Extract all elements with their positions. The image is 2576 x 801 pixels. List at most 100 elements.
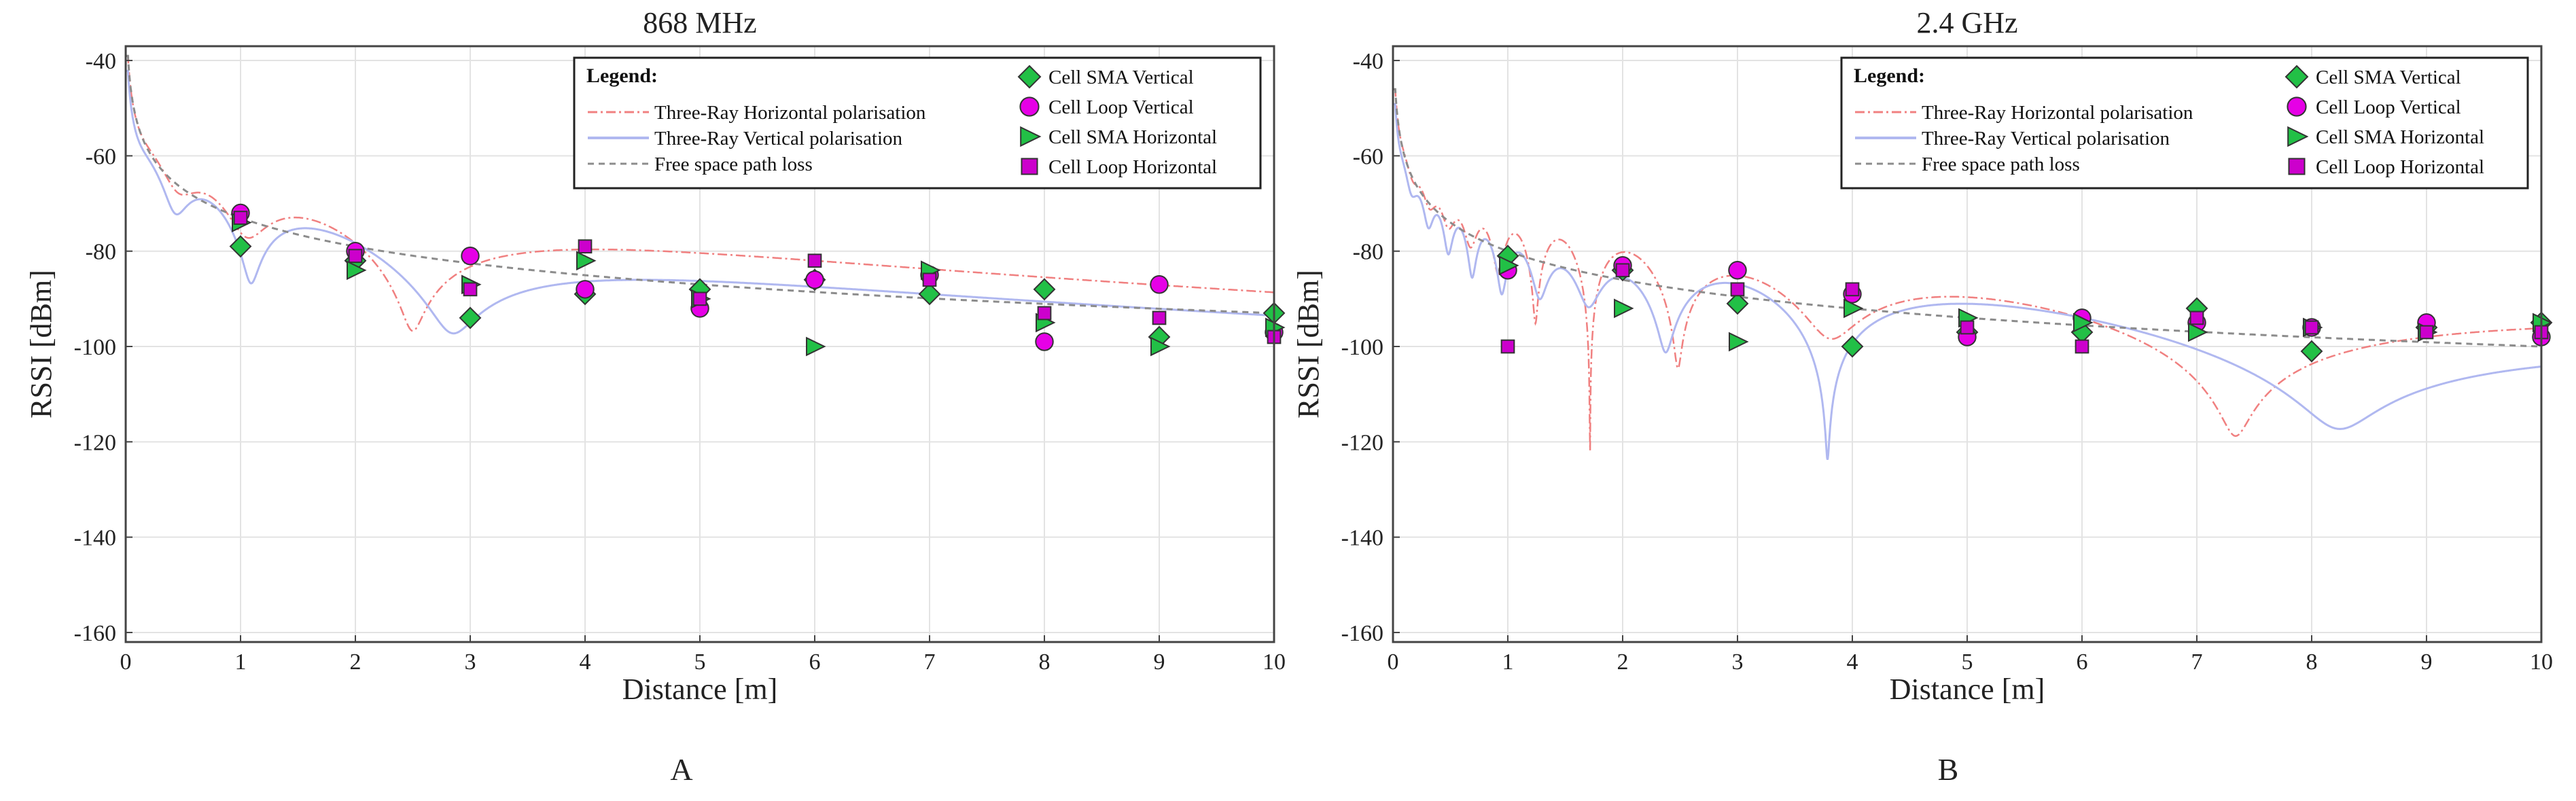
y-tick-label: -40 <box>86 49 116 74</box>
data-point <box>922 272 937 287</box>
y-tick-label: -60 <box>86 144 116 169</box>
data-point <box>2304 320 2319 335</box>
data-point <box>463 282 478 297</box>
legend-line-label: Three-Ray Horizontal polarisation <box>654 102 926 124</box>
chart-2-4ghz: 0 1 2 3 4 5 6 7 8 9 10 -40 -60 -80 -100 -120 -140 -160 2.4… <box>1292 6 2553 706</box>
chart-868mhz: 0 1 2 3 4 5 6 7 8 9 10 -40 -60 -80 -100 -120 -140 -160 868… <box>24 6 1286 706</box>
x-tick-label: 6 <box>809 649 821 675</box>
x-tick-label: 5 <box>1962 649 1973 675</box>
legend-marker-label: Cell SMA Horizontal <box>2316 126 2484 148</box>
data-point <box>461 246 480 266</box>
legend-line-label: Free space path loss <box>654 154 813 175</box>
legend-marker-label: Cell SMA Vertical <box>2316 67 2461 88</box>
data-point <box>1499 255 1519 276</box>
data-point <box>807 253 822 268</box>
data-point <box>1614 298 1634 319</box>
y-tick-label: -100 <box>74 335 116 360</box>
x-axis-label: Distance [m] <box>1890 673 2045 706</box>
legend-box <box>573 56 1262 190</box>
data-point <box>2075 339 2089 354</box>
data-point <box>347 260 367 281</box>
panel-label-a: A <box>670 752 692 787</box>
panel-label-b: B <box>1938 752 1959 787</box>
data-point <box>2419 325 2434 340</box>
legend-line-label: Three-Ray Horizontal polarisation <box>1922 102 2193 124</box>
x-tick-label: 8 <box>1039 649 1051 675</box>
data-point <box>1728 261 1747 280</box>
data-point <box>1150 336 1171 357</box>
chart-title: 868 MHz <box>643 6 756 39</box>
data-point <box>806 336 826 357</box>
data-point <box>1960 320 1975 335</box>
legend-marker-icon <box>1021 158 1038 175</box>
data-point <box>2300 340 2323 363</box>
series-line-three-ray-horizontal-polarisation <box>1393 88 2541 451</box>
x-tick-label: 9 <box>2421 649 2433 675</box>
data-point <box>229 235 252 258</box>
legend-box <box>1840 56 2529 190</box>
legend-line-label: Three-Ray Vertical polarisation <box>1922 128 2170 149</box>
x-tick-label: 5 <box>694 649 706 675</box>
x-tick-label: 3 <box>1732 649 1744 675</box>
legend-marker-label: Cell Loop Vertical <box>1048 96 1194 118</box>
legend-line-label: Free space path loss <box>1922 154 2080 175</box>
y-tick-label: -40 <box>1353 49 1383 74</box>
legend-line-label: Three-Ray Vertical polarisation <box>654 128 903 149</box>
y-tick-label: -100 <box>1341 335 1383 360</box>
legend: Legend: Three-Ray Horizontal polarisation… <box>573 56 1262 190</box>
x-tick-label: 7 <box>924 649 936 675</box>
legend-marker-label: Cell Loop Horizontal <box>1048 156 1217 178</box>
data-point <box>1729 332 1749 352</box>
y-tick-label: -140 <box>74 526 116 551</box>
data-point <box>1843 298 1864 319</box>
data-point <box>1152 310 1167 325</box>
y-axis-label: RSSI [dBm] <box>24 270 58 419</box>
legend-marker-label: Cell Loop Horizontal <box>2316 156 2484 178</box>
legend-marker-label: Cell SMA Vertical <box>1048 67 1194 88</box>
x-tick-label: 6 <box>2077 649 2088 675</box>
y-tick-label: -160 <box>74 621 116 646</box>
data-point <box>1845 282 1860 297</box>
legend: Legend: Three-Ray Horizontal polarisation… <box>1840 56 2529 190</box>
data-point <box>2189 310 2204 325</box>
data-point <box>1037 306 1052 321</box>
legend-title: Legend: <box>1854 65 1925 87</box>
legend-marker-icon <box>1017 65 1042 89</box>
data-point <box>1500 339 1515 354</box>
x-tick-label: 10 <box>2530 649 2553 675</box>
data-point <box>576 280 595 299</box>
x-tick-label: 7 <box>2191 649 2203 675</box>
data-point <box>2188 322 2208 342</box>
data-point <box>1841 335 1864 358</box>
x-axis-label: Distance [m] <box>622 673 777 706</box>
legend-marker-label: Cell Loop Vertical <box>2316 96 2461 118</box>
x-tick-label: 0 <box>120 649 132 675</box>
x-tick-label: 9 <box>1154 649 1165 675</box>
ticks: 0 1 2 3 4 5 6 7 8 9 10 -40 -60 -80 -100 -120 -140 -160 <box>1341 49 2553 675</box>
x-tick-label: 3 <box>465 649 476 675</box>
y-tick-label: -80 <box>1353 240 1383 265</box>
data-point <box>578 239 593 254</box>
x-tick-label: 10 <box>1263 649 1286 675</box>
x-tick-label: 8 <box>2306 649 2318 675</box>
data-point <box>692 291 707 306</box>
data-point <box>1150 275 1169 294</box>
data-point <box>2073 313 2094 333</box>
x-tick-label: 4 <box>580 649 591 675</box>
x-tick-label: 1 <box>235 649 247 675</box>
y-axis-label: RSSI [dBm] <box>1292 270 1325 419</box>
data-point <box>805 270 824 289</box>
series-cell-loop-horizontal <box>233 211 1282 344</box>
y-tick-label: -120 <box>1341 430 1383 455</box>
legend-marker-icon <box>2287 126 2309 147</box>
data-point <box>233 211 248 225</box>
scatter-series <box>229 203 1286 357</box>
y-tick-label: -140 <box>1341 526 1383 551</box>
data-point <box>1615 263 1630 278</box>
legend-marker-icon <box>1020 126 1042 147</box>
legend-marker-icon <box>2288 158 2306 175</box>
data-point <box>1730 282 1745 297</box>
series-line-three-ray-vertical-polarisation <box>1393 103 2542 461</box>
x-tick-label: 0 <box>1388 649 1399 675</box>
